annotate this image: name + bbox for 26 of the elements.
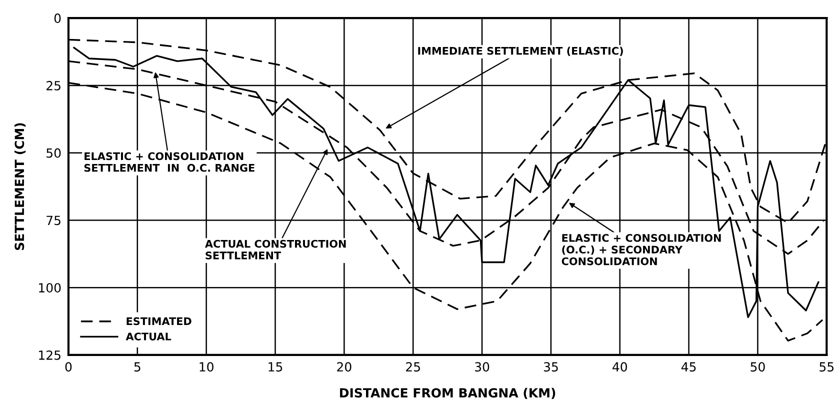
x-tick-label: 25 <box>406 362 420 372</box>
x-tick-label: 35 <box>544 362 558 372</box>
x-tick-label: 0 <box>65 362 72 372</box>
annotation: ACTUAL CONSTRUCTION SETTLEMENT <box>204 240 346 260</box>
x-tick-label: 40 <box>612 362 627 372</box>
annotation: ELASTIC + CONSOLIDATION SETTLEMENT IN O.C. RANGE <box>84 152 254 172</box>
y-tick-label: 125 <box>39 350 60 360</box>
x-tick-label: 45 <box>681 362 696 372</box>
x-tick-label: 55 <box>820 362 834 372</box>
y-tick-label: 25 <box>46 80 60 90</box>
legend-label: ESTIMATED <box>126 317 192 326</box>
x-axis-title: DISTANCE FROM BANGNA (KM) <box>340 388 556 400</box>
x-tick-label: 5 <box>134 362 140 372</box>
y-tick-label: 50 <box>46 148 61 158</box>
y-tick-label: 100 <box>39 283 61 293</box>
x-tick-label: 10 <box>200 362 214 372</box>
annotation: ELASTIC + CONSOLIDATION (O.C.) + SECONDARY CONSOLIDATION <box>562 234 721 266</box>
y-tick-label: 0 <box>54 14 61 24</box>
y-tick-label: 75 <box>46 216 60 226</box>
x-tick-label: 30 <box>475 362 490 372</box>
x-tick-label: 50 <box>750 362 765 372</box>
annotation: IMMEDIATE SETTLEMENT (ELASTIC) <box>418 46 623 56</box>
y-axis-title: SETTLEMENT (CM) <box>14 123 26 250</box>
x-tick-label: 15 <box>268 362 282 372</box>
x-tick-label: 20 <box>337 362 352 372</box>
legend-label: ACTUAL <box>126 332 172 340</box>
